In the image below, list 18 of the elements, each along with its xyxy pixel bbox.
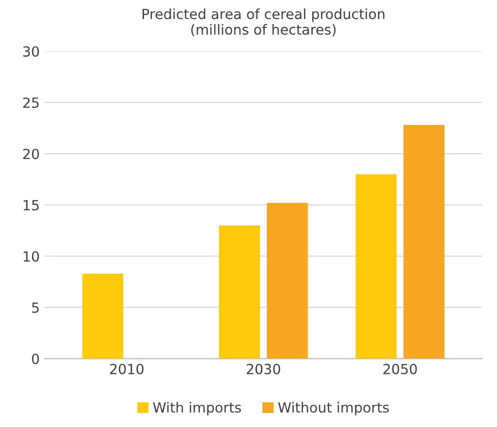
bar (404, 125, 445, 359)
bar (82, 274, 124, 359)
y-tick-label: 20 (23, 148, 39, 160)
bar (266, 202, 308, 359)
y-tick-label: 15 (24, 200, 39, 210)
y-tick-label: 30 (23, 46, 39, 57)
y-tick-label: 0 (32, 354, 39, 364)
y-tick-label: 25 (23, 97, 39, 108)
legend-label: Without imports (278, 402, 389, 416)
y-tick-label: 10 (24, 251, 39, 262)
x-tick-label: 2030 (246, 364, 280, 374)
chart-title: Predicted area of cereal production (millions of hectares) (142, 8, 384, 36)
bar (218, 225, 260, 359)
x-tick-label: 2050 (383, 364, 417, 374)
y-tick-label: 5 (32, 302, 39, 313)
x-tick-label: 2010 (110, 364, 144, 374)
bar (356, 174, 397, 359)
legend-label: With imports (153, 402, 241, 416)
